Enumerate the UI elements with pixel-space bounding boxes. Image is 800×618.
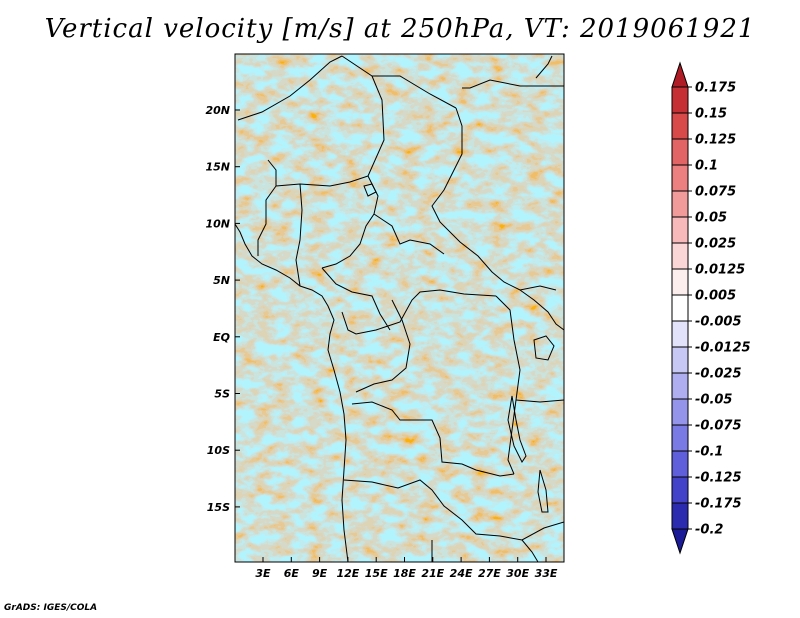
lon-tick-label: 27E bbox=[478, 567, 501, 580]
country-border bbox=[373, 213, 445, 255]
lon-tick-label: 12E bbox=[336, 567, 359, 580]
colorbar-box bbox=[671, 242, 689, 270]
colorbar-box bbox=[671, 424, 689, 452]
lat-tick-label: 10S bbox=[207, 444, 230, 457]
lat-tick-label: 15N bbox=[205, 161, 230, 174]
lon-tick-label: 9E bbox=[312, 567, 328, 580]
colorbar-box bbox=[671, 450, 689, 478]
lake-victoria bbox=[533, 335, 555, 361]
lat-tick-label: EQ bbox=[213, 331, 230, 344]
country-borders bbox=[235, 55, 564, 562]
colorbar-label: 0.1 bbox=[695, 159, 718, 174]
colorbar-box bbox=[671, 164, 689, 192]
colorbar-label: -0.05 bbox=[695, 393, 732, 408]
colorbar-label: -0.2 bbox=[695, 523, 723, 538]
lake-chad bbox=[363, 183, 377, 197]
colorbar-label: 0.0125 bbox=[695, 263, 745, 278]
colorbar-label: 0.175 bbox=[695, 81, 736, 96]
colorbar-label: 0.075 bbox=[695, 185, 736, 200]
lat-tick-label: 20N bbox=[205, 104, 230, 117]
lake-malawi bbox=[537, 469, 549, 513]
colorbar-label: 0.125 bbox=[695, 133, 736, 148]
lon-tick-label: 15E bbox=[365, 567, 388, 580]
colorbar-box bbox=[671, 216, 689, 244]
colorbar-label: 0.15 bbox=[695, 107, 727, 122]
country-border bbox=[341, 55, 457, 109]
country-border bbox=[321, 267, 391, 331]
colorbar-box bbox=[671, 138, 689, 166]
colorbar-box bbox=[671, 294, 689, 322]
country-border bbox=[495, 295, 521, 475]
colorbar-label: -0.075 bbox=[695, 419, 742, 434]
west-africa-coastline bbox=[235, 223, 349, 562]
country-border bbox=[275, 175, 369, 187]
lon-tick-label: 18E bbox=[393, 567, 416, 580]
lat-tick-label: 10N bbox=[205, 217, 230, 230]
lon-tick-label: 21E bbox=[421, 567, 444, 580]
colorbar-label: -0.175 bbox=[695, 497, 742, 512]
country-border bbox=[321, 175, 379, 269]
country-border bbox=[351, 401, 515, 477]
colorbar-label: 0.025 bbox=[695, 237, 736, 252]
colorbar-box bbox=[671, 346, 689, 374]
colorbar-box bbox=[671, 476, 689, 504]
map-title: Vertical velocity [m/s] at 250hPa, VT: 2… bbox=[44, 14, 756, 44]
colorbar-top-arrow bbox=[671, 61, 689, 88]
colorbar-box bbox=[671, 320, 689, 348]
country-border bbox=[295, 183, 303, 287]
colorbar-label: -0.1 bbox=[695, 445, 723, 460]
lon-tick-label: 30E bbox=[506, 567, 529, 580]
lon-tick-label: 3E bbox=[255, 567, 271, 580]
colorbar-label: 0.005 bbox=[695, 289, 736, 304]
lon-tick-label: 24E bbox=[450, 567, 473, 580]
country-border bbox=[257, 159, 277, 256]
velocity-field bbox=[235, 54, 564, 562]
colorbar-box bbox=[671, 112, 689, 140]
country-border bbox=[237, 55, 343, 121]
country-border bbox=[431, 107, 557, 291]
colorbar-box bbox=[671, 372, 689, 400]
country-border bbox=[519, 289, 564, 331]
lat-tick-label: 5S bbox=[214, 388, 230, 401]
colorbar-box bbox=[671, 398, 689, 426]
map-frame bbox=[234, 53, 565, 563]
colorbar-label: -0.0125 bbox=[695, 341, 751, 356]
country-border bbox=[462, 79, 564, 89]
lon-tick-label: 33E bbox=[535, 567, 558, 580]
colorbar-box bbox=[671, 86, 689, 114]
colorbar-label: 0.05 bbox=[695, 211, 727, 226]
lat-tick-label: 15S bbox=[207, 501, 230, 514]
colorbar-bottom-arrow bbox=[671, 528, 689, 555]
lake-tanganyika bbox=[507, 395, 527, 463]
country-border bbox=[367, 75, 385, 177]
colorbar-label: -0.125 bbox=[695, 471, 742, 486]
country-border bbox=[521, 539, 539, 562]
longitude-axis: 3E 6E 9E 12E 15E 18E 21E 24E 27E 30E 33E bbox=[255, 557, 558, 580]
colorbar-box bbox=[671, 502, 689, 530]
country-border bbox=[341, 289, 497, 335]
colorbar-label: -0.005 bbox=[695, 315, 742, 330]
country-border bbox=[355, 299, 411, 393]
country-border bbox=[515, 399, 564, 403]
lat-tick-label: 5N bbox=[213, 274, 230, 287]
country-border bbox=[343, 479, 564, 541]
lon-tick-label: 6E bbox=[284, 567, 300, 580]
red-sea-coast bbox=[535, 55, 553, 79]
grads-credit: GrADS: IGES/COLA bbox=[4, 603, 98, 613]
colorbar-label: -0.025 bbox=[695, 367, 742, 382]
colorbar-box bbox=[671, 190, 689, 218]
latitude-axis: 20N 15N 10N 5N EQ 5S 10S 15S bbox=[205, 104, 240, 514]
colorbar: 0.175 0.15 0.125 0.1 0.075 0.05 0.025 0.0125 0.0… bbox=[671, 61, 751, 555]
colorbar-box bbox=[671, 268, 689, 296]
